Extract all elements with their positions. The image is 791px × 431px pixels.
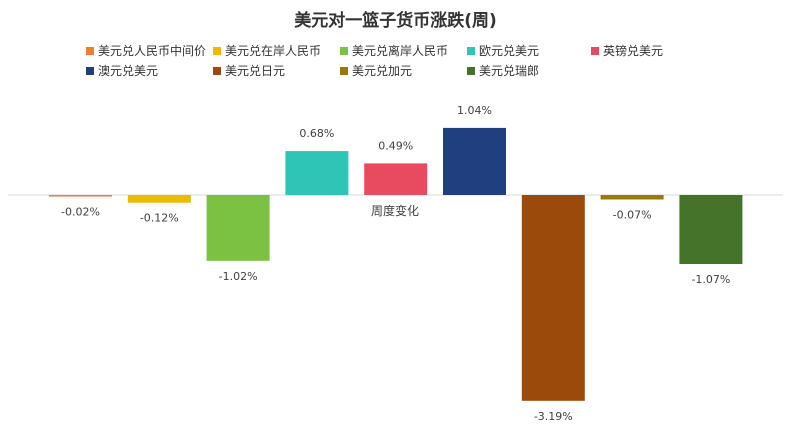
legend-label: 美元兑人民币中间价 (98, 44, 207, 58)
legend-label: 美元兑瑞郎 (479, 64, 540, 78)
x-axis-label: 周度变化 (371, 203, 419, 218)
data-label: 0.68% (299, 127, 334, 140)
legend-label: 欧元兑美元 (479, 44, 540, 58)
legend-item: 美元兑在岸人民币 (213, 42, 321, 59)
legend-item: 美元兑加元 (340, 62, 412, 79)
bar (679, 195, 743, 264)
legend-swatch (213, 46, 221, 55)
legend-label: 美元兑在岸人民币 (225, 44, 322, 58)
data-label: -1.02% (219, 270, 258, 283)
bar (285, 151, 349, 195)
data-label: -0.02% (61, 206, 100, 219)
data-label: -3.19% (534, 410, 573, 423)
legend-label: 美元兑离岸人民币 (352, 44, 449, 58)
legend-item: 欧元兑美元 (467, 42, 539, 59)
chart-title: 美元对一篮子货币涨跌(周) (294, 11, 497, 31)
bar (127, 195, 191, 203)
bar (206, 195, 270, 261)
data-label: -0.12% (140, 212, 179, 225)
data-label: 1.04% (457, 104, 492, 117)
legend-label: 澳元兑美元 (98, 64, 159, 78)
data-label: 0.49% (378, 139, 413, 152)
legend-item: 英镑兑美元 (591, 42, 663, 59)
legend-item: 美元兑瑞郎 (467, 62, 539, 79)
legend-label: 美元兑日元 (225, 64, 286, 78)
data-label: -0.07% (613, 209, 652, 222)
legend-swatch (213, 66, 221, 75)
legend-item: 美元兑日元 (213, 62, 285, 79)
legend-swatch (467, 46, 475, 55)
legend-item: 美元兑人民币中间价 (86, 42, 206, 59)
bar (443, 127, 506, 195)
bar (364, 163, 428, 195)
legend-label: 美元兑加元 (352, 64, 413, 78)
legend-swatch (467, 66, 475, 75)
legend-swatch (340, 66, 348, 75)
data-label: -1.07% (691, 273, 730, 286)
bar (521, 195, 585, 401)
legend-label: 英镑兑美元 (603, 44, 664, 58)
legend-item: 澳元兑美元 (86, 62, 158, 79)
legend-swatch (591, 46, 599, 55)
legend-swatch (86, 46, 94, 55)
legend-swatch (340, 46, 348, 55)
legend-item: 美元兑离岸人民币 (340, 42, 448, 59)
bar (49, 195, 112, 197)
legend-swatch (86, 66, 94, 75)
bar (600, 195, 664, 200)
